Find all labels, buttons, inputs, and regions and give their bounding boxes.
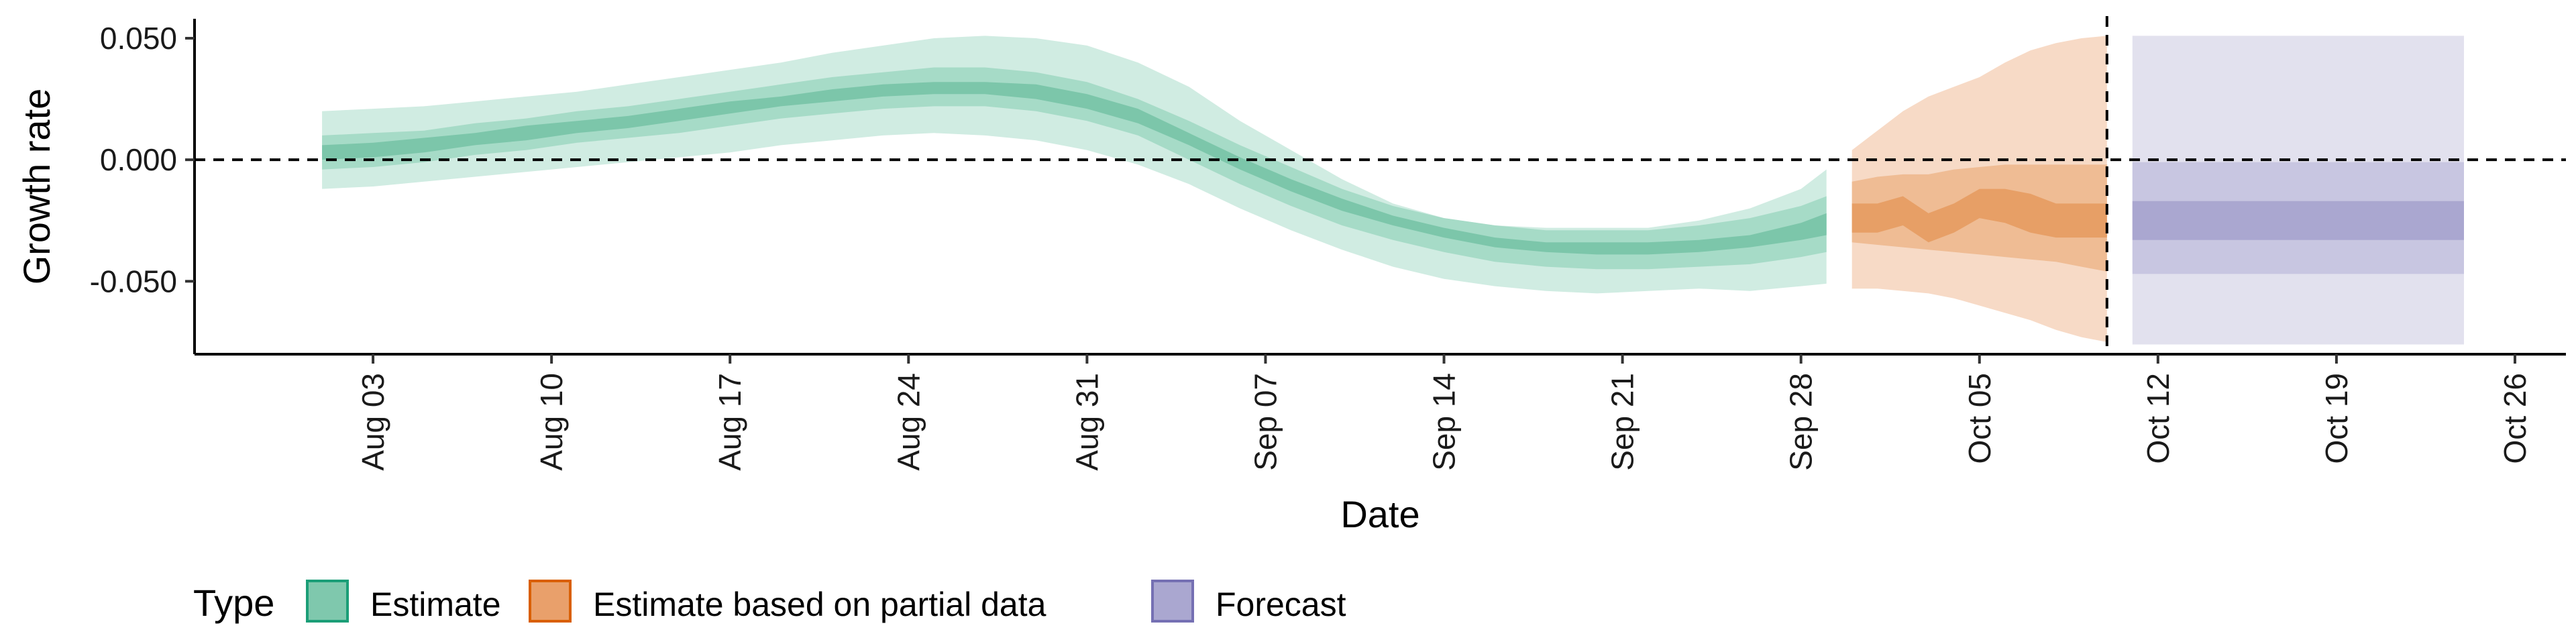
x-tick-label: Oct 05 [1962, 373, 1997, 464]
x-tick-label: Aug 17 [712, 373, 747, 471]
estimate-based-on-partial-data-inner-band [1851, 189, 2107, 243]
x-tick-label: Oct 12 [2141, 373, 2176, 464]
confidence-bands [322, 36, 2464, 345]
axes [185, 19, 2566, 364]
x-tick-label: Aug 24 [891, 373, 926, 471]
x-tick-label: Sep 07 [1248, 373, 1283, 471]
legend-label: Estimate based on partial data [593, 586, 1046, 623]
reference-lines [195, 16, 2566, 354]
y-tick-label: 0.000 [100, 142, 177, 177]
y-axis-title: Growth rate [15, 89, 58, 285]
legend-title: Type [193, 582, 274, 624]
legend: Type Estimate Estimate based on partial d… [193, 580, 1346, 624]
x-tick-label: Aug 31 [1069, 373, 1104, 471]
x-tick-label: Oct 26 [2498, 373, 2532, 464]
x-tick-label: Oct 19 [2319, 373, 2354, 464]
legend-label: Forecast [1216, 586, 1346, 623]
x-axis-title: Date [1340, 493, 1419, 535]
legend-swatch [529, 580, 572, 623]
x-tick-label: Aug 10 [534, 373, 569, 471]
y-tick-label: -0.050 [90, 264, 177, 299]
x-tick-label: Aug 03 [356, 373, 390, 471]
legend-items: Estimate Estimate based on partial data Fo… [306, 580, 1346, 623]
forecast-inner-band [2132, 201, 2464, 240]
legend-swatch [306, 580, 349, 623]
x-tick-label: Sep 14 [1427, 373, 1462, 471]
legend-label: Estimate [370, 586, 501, 623]
x-tick-label: Sep 28 [1784, 373, 1819, 471]
y-tick-label: 0.050 [100, 21, 177, 56]
tick-labels: 0.050 0.000 -0.050 Aug 03 Aug 10 Aug 17 Aug 24… [90, 21, 2532, 471]
legend-swatch [1151, 580, 1194, 623]
x-tick-label: Sep 21 [1605, 373, 1640, 471]
